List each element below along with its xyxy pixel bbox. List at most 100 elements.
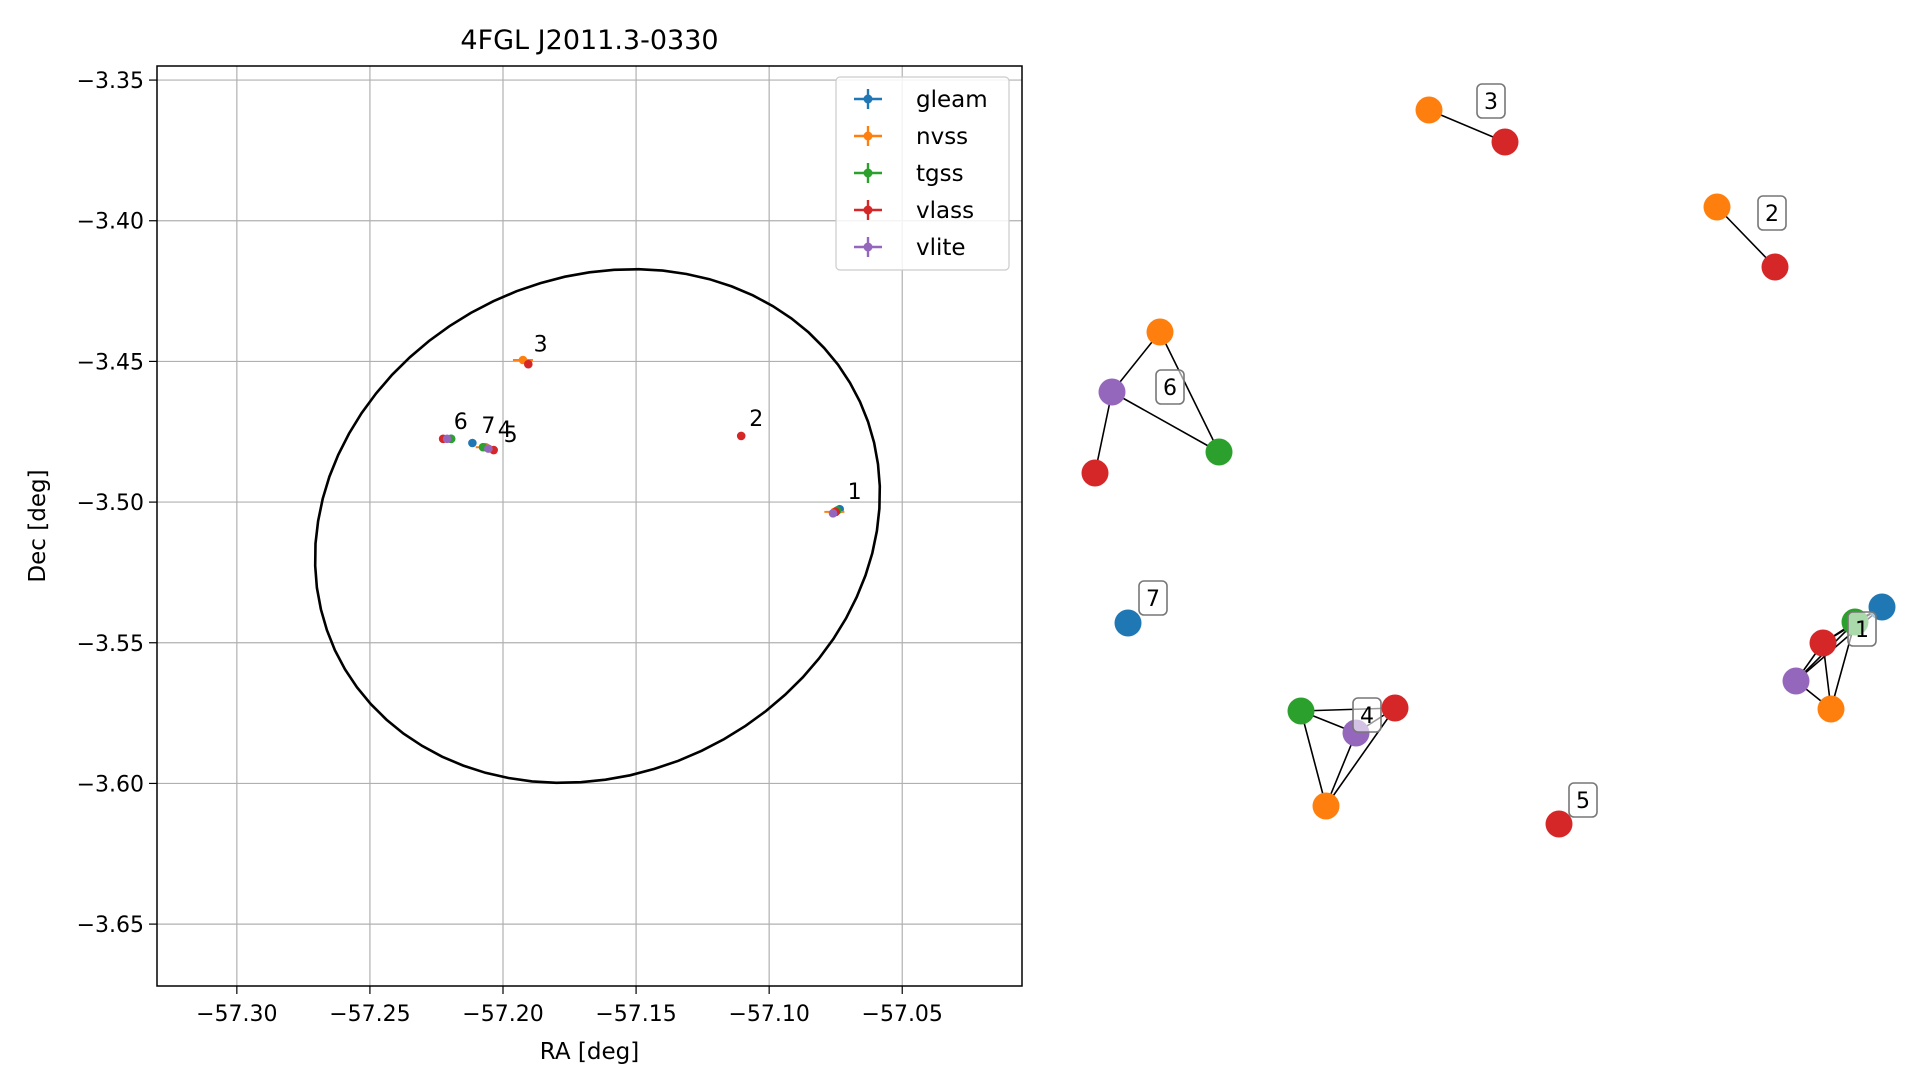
point-vlite [484, 444, 493, 453]
legend-entry-vlite: vlite [854, 235, 966, 261]
graph-node-vlite [1782, 667, 1810, 695]
y-tick-label: −3.35 [77, 69, 144, 94]
point-vlite [442, 434, 452, 444]
graph-label-text: 4 [1360, 704, 1374, 729]
y-axis-label: Dec [deg] [25, 469, 51, 582]
graph-node-tgss [1287, 697, 1315, 725]
network-graph: 1 2 3 4 5 6 7 [1081, 83, 1896, 838]
x-tick-label: −57.05 [862, 1002, 943, 1027]
graph-label-6: 6 [1155, 369, 1185, 405]
point-vlass [523, 359, 533, 369]
graph-edge [1094, 391, 1113, 474]
y-tick-label: −3.40 [77, 210, 144, 235]
graph-node-vlass [1081, 459, 1109, 487]
y-tick-label: −3.50 [77, 491, 144, 516]
y-tick-label: −3.55 [77, 632, 144, 657]
graph-edge [1325, 707, 1396, 807]
point-vlite [828, 509, 838, 518]
x-tick-label: −57.10 [728, 1002, 809, 1027]
graph-node-vlass [1491, 128, 1519, 156]
graph-edge [1159, 331, 1220, 453]
x-axis-label: RA [deg] [540, 1039, 639, 1065]
legend: gleam nvss tgss vlass vlite [835, 76, 1010, 271]
legend-marker-dot [863, 205, 873, 215]
y-tick-label: −3.60 [77, 772, 144, 797]
graph-node-vlass [1761, 253, 1789, 281]
graph-label-text: 1 [1855, 618, 1869, 643]
graph-label-text: 7 [1146, 587, 1160, 612]
graph-group-labels: 1 2 3 4 5 6 7 [1138, 83, 1877, 818]
graph-label-box [1568, 782, 1598, 818]
graph-label-text: 2 [1765, 202, 1779, 227]
graph-edge [1716, 206, 1776, 268]
graph-label-1: 1 [1847, 611, 1877, 647]
graph-node-nvss [1703, 193, 1731, 221]
legend-marker-dot [863, 94, 873, 104]
graph-node-nvss [1312, 792, 1340, 820]
legend-label: nvss [916, 124, 968, 150]
graph-label-2: 2 [1757, 195, 1787, 231]
legend-entry-tgss: tgss [854, 161, 964, 187]
graph-edge [1428, 109, 1506, 143]
y-axis-ticks: −3.35 −3.40 −3.45 −3.50 −3.55 −3.60 −3.65 [77, 69, 157, 938]
graph-edge [1111, 391, 1220, 453]
legend-label: tgss [916, 161, 964, 187]
graph-node-nvss [1817, 695, 1845, 723]
graph-node-tgss [1205, 438, 1233, 466]
legend-marker-dot [863, 131, 873, 141]
graph-node-nvss [1415, 96, 1443, 124]
graph-label-4: 4 [1352, 697, 1382, 733]
graph-label-7: 7 [1138, 580, 1168, 616]
annotation-2: 2 [749, 407, 763, 432]
graph-node-vlass [1545, 810, 1573, 838]
graph-label-box [1476, 83, 1506, 119]
annotation-5: 5 [504, 423, 518, 448]
x-tick-label: −57.30 [196, 1002, 277, 1027]
annotation-1: 1 [848, 480, 862, 505]
graph-node-vlass [1809, 629, 1837, 657]
graph-label-box [1757, 195, 1787, 231]
legend-label: vlite [916, 235, 966, 261]
legend-frame [835, 76, 1010, 271]
legend-entry-vlass: vlass [854, 198, 974, 224]
x-tick-label: −57.25 [329, 1002, 410, 1027]
y-tick-label: −3.65 [77, 913, 144, 938]
annotation-3: 3 [534, 332, 548, 357]
graph-node-gleam [1114, 609, 1142, 637]
graph-label-5: 5 [1568, 782, 1598, 818]
graph-node-nvss [1146, 318, 1174, 346]
legend-entry-gleam: gleam [854, 87, 988, 113]
y-tick-label: −3.45 [77, 350, 144, 375]
localization-ellipse-layer [313, 267, 882, 785]
graph-label-3: 3 [1476, 83, 1506, 119]
legend-marker-dot [863, 242, 873, 252]
point-vlass [736, 431, 746, 441]
x-axis-ticks: −57.30 −57.25 −57.20 −57.15 −57.10 −57.05 [196, 986, 943, 1027]
graph-label-box [1352, 697, 1382, 733]
graph-edge [1300, 710, 1327, 807]
legend-label: vlass [916, 198, 974, 224]
grid [157, 66, 1022, 986]
point-gleam [468, 438, 477, 448]
chart-title: 4FGL J2011.3-0330 [460, 25, 718, 56]
legend-marker-dot [863, 168, 873, 178]
annotation-4: 4 [498, 418, 512, 443]
graph-label-box [1138, 580, 1168, 616]
graph-label-text: 6 [1163, 376, 1177, 401]
legend-label: gleam [916, 87, 988, 113]
annotation-6: 6 [454, 410, 468, 435]
x-tick-label: −57.20 [462, 1002, 543, 1027]
graph-label-box [1847, 611, 1877, 647]
graph-node-vlite [1098, 378, 1126, 406]
legend-entry-nvss: nvss [854, 124, 968, 150]
graph-label-box [1155, 369, 1185, 405]
graph-node-vlass [1381, 694, 1409, 722]
data-points [438, 355, 845, 518]
x-tick-label: −57.15 [595, 1002, 676, 1027]
graph-label-text: 3 [1484, 90, 1498, 115]
annotation-7: 7 [481, 414, 495, 439]
localization-ellipse [313, 267, 882, 785]
